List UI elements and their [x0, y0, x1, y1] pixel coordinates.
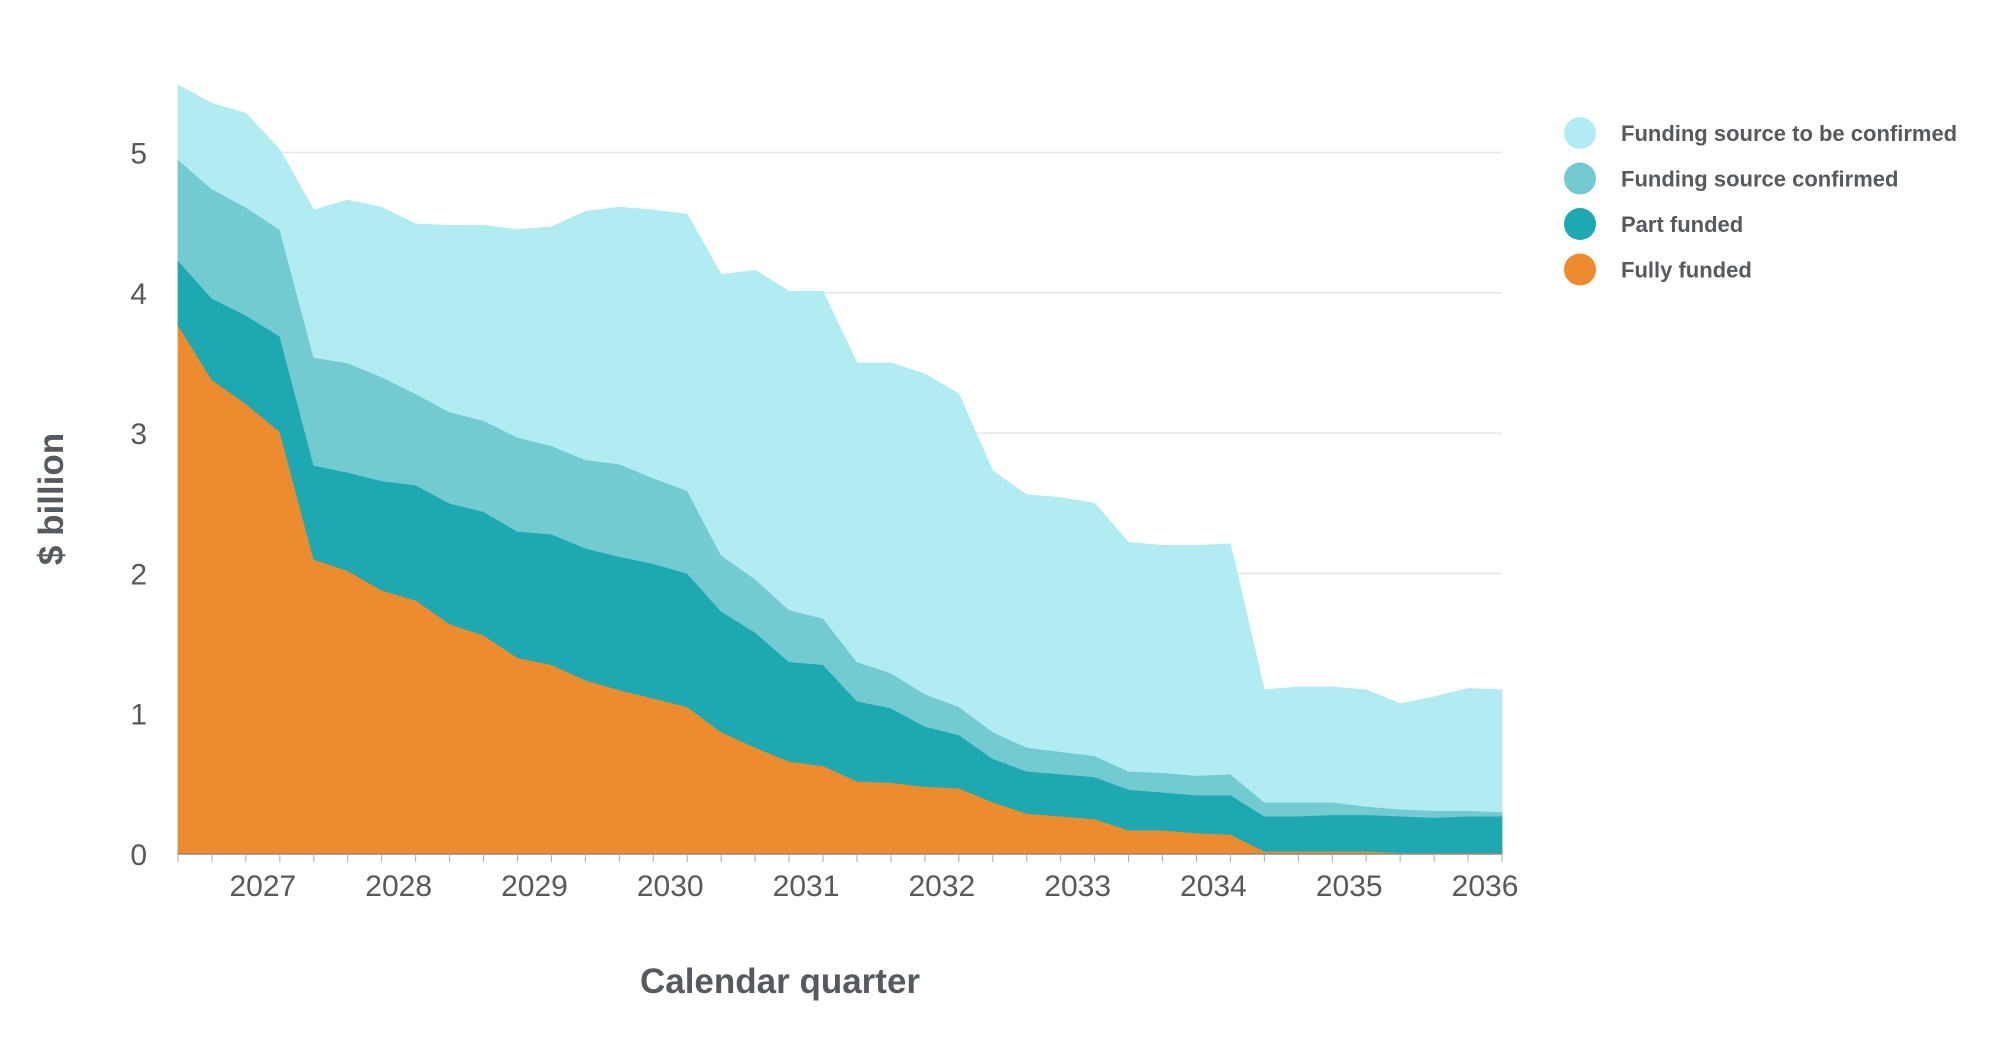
x-axis-title: Calendar quarter — [640, 962, 920, 1001]
x-tick-label-2036: 2036 — [1452, 870, 1519, 903]
legend-label-funding-source-to-be-confirmed: Funding source to be confirmed — [1621, 121, 1957, 146]
legend: Funding source to be confirmed Funding so… — [1564, 117, 1957, 286]
area-funding-source-to-be-confirmed — [177, 84, 1503, 813]
y-tick-label-1: 1 — [130, 699, 147, 732]
x-tick-label-2033: 2033 — [1044, 870, 1111, 903]
y-tick-label-0: 0 — [130, 839, 147, 872]
legend-label-fully-funded: Fully funded — [1621, 258, 1752, 283]
y-tick-label-3: 3 — [130, 418, 147, 451]
x-tick-label-2027: 2027 — [229, 870, 296, 903]
legend-swatch-funding-source-confirmed — [1564, 162, 1596, 195]
y-axis-title: $ billion — [32, 433, 71, 565]
x-tick-label-2029: 2029 — [501, 870, 568, 903]
y-tick-label-5: 5 — [130, 138, 147, 171]
x-tick-label-2031: 2031 — [773, 870, 840, 903]
legend-label-part-funded: Part funded — [1621, 212, 1743, 237]
axes: 0 1 2 3 4 5 2027 2028 2029 2030 2031 2032 2033 2034 20… — [130, 138, 1518, 904]
x-tick-label-2028: 2028 — [365, 870, 432, 903]
area-series — [177, 84, 1503, 855]
x-tick-label-2032: 2032 — [908, 870, 975, 903]
y-tick-label-4: 4 — [130, 278, 147, 311]
x-tick-label-2030: 2030 — [637, 870, 704, 903]
legend-label-funding-source-confirmed: Funding source confirmed — [1621, 167, 1898, 192]
legend-swatch-fully-funded — [1564, 253, 1596, 286]
x-tick-label-2034: 2034 — [1180, 870, 1247, 903]
x-tick-label-2035: 2035 — [1316, 870, 1383, 903]
legend-swatch-part-funded — [1564, 208, 1596, 240]
legend-swatch-funding-source-to-be-confirmed — [1564, 117, 1596, 149]
y-tick-label-2: 2 — [130, 558, 147, 591]
